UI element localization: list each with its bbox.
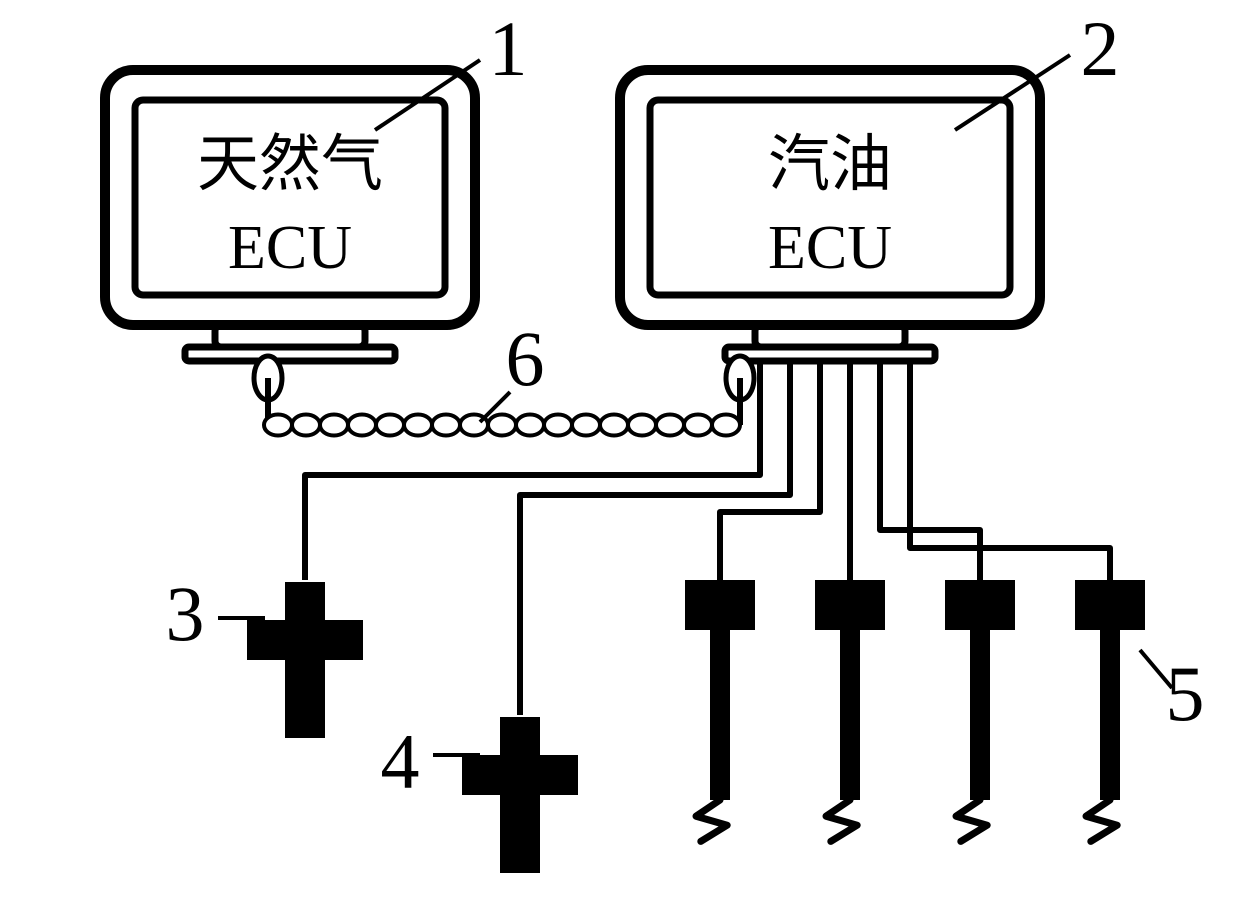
link-cable-oval (628, 415, 656, 436)
ecu1-label-line1: 天然气 (197, 131, 383, 199)
link-cable-oval (544, 415, 572, 436)
link-cable-oval (432, 415, 460, 436)
ecu1-label-line2: ECU (228, 214, 352, 282)
link-cable-oval (292, 415, 320, 436)
link-cable-oval (600, 415, 628, 436)
cross-sensor-2 (462, 717, 578, 873)
callout-number-1: 1 (489, 5, 528, 92)
link-cable-oval (516, 415, 544, 436)
spark-plug-4 (1075, 580, 1145, 841)
link-cable-oval (404, 415, 432, 436)
link-cable-oval (712, 415, 740, 436)
callout-number-4: 4 (381, 718, 420, 805)
link-cable-oval (320, 415, 348, 436)
link-cable-oval (488, 415, 516, 436)
ecu2-label-line2: ECU (768, 214, 892, 282)
spark-plug-3 (945, 580, 1015, 841)
callout-number-2: 2 (1081, 5, 1120, 92)
spark-plug-2 (815, 580, 885, 841)
link-cable-oval (656, 415, 684, 436)
spark-plug-1 (685, 580, 755, 841)
link-cable-oval (264, 415, 292, 436)
callout-number-5: 5 (1166, 650, 1205, 737)
ecu2-label-line1: 汽油 (768, 131, 892, 199)
cross-sensor-1 (247, 582, 363, 738)
callout-number-3: 3 (166, 570, 205, 657)
link-cable-oval (376, 415, 404, 436)
callout-number-6: 6 (506, 315, 545, 402)
link-cable-oval (572, 415, 600, 436)
link-cable-oval (348, 415, 376, 436)
wire-6 (910, 361, 1110, 580)
link-cable-oval (684, 415, 712, 436)
